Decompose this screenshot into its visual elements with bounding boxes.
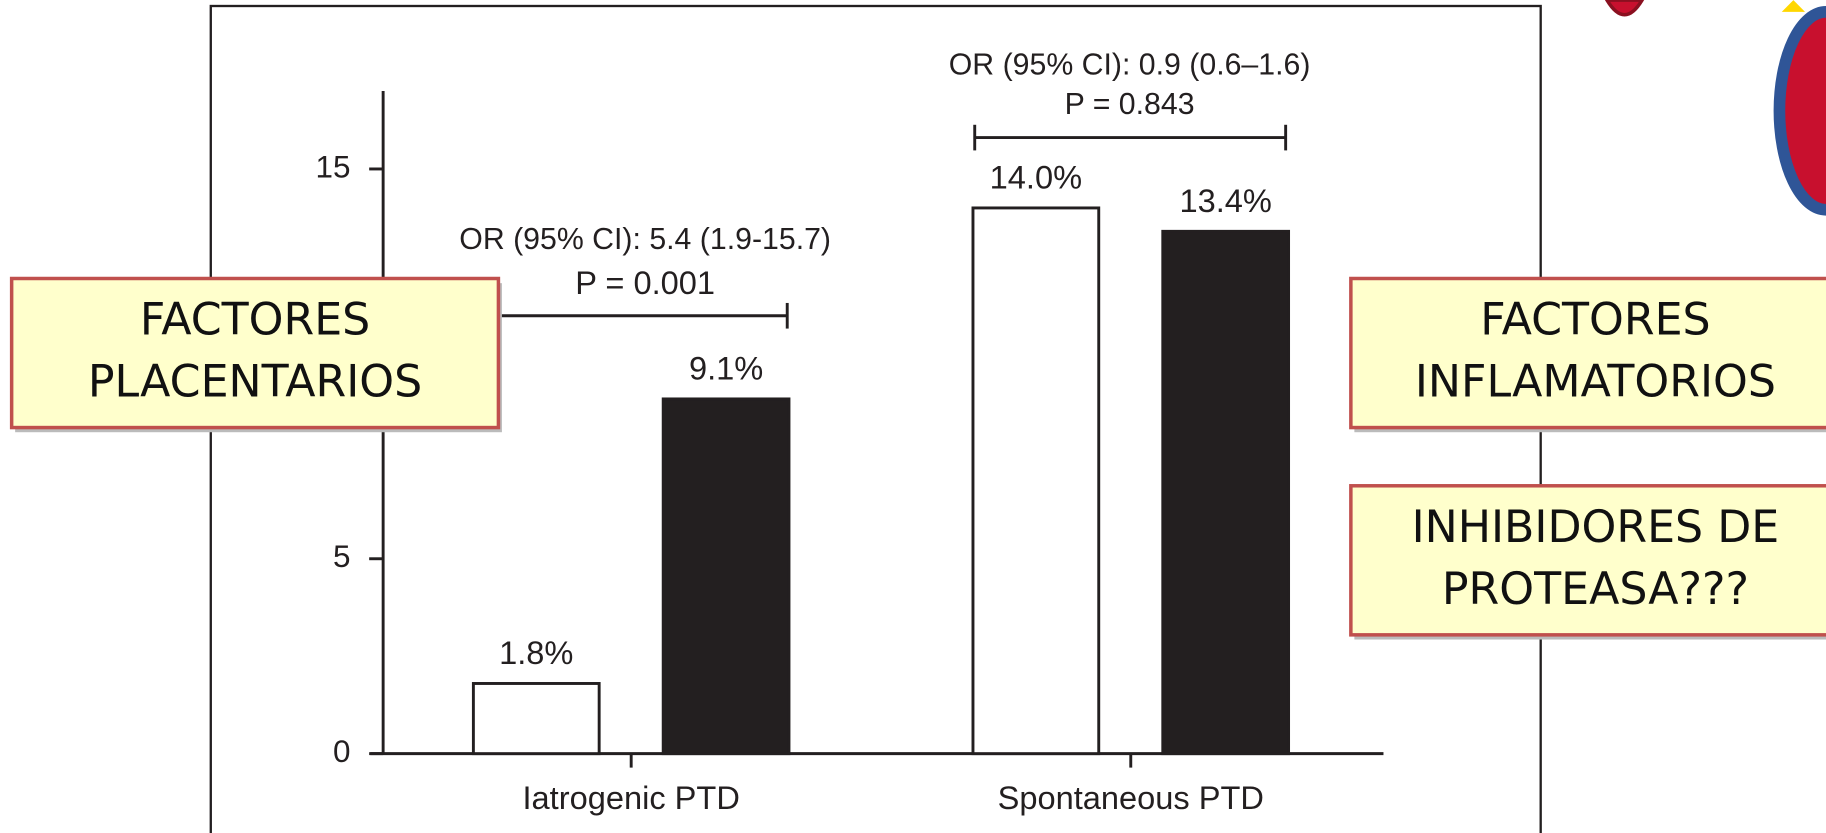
callout-text: INHIBIDORES DE — [1412, 502, 1780, 553]
decoration — [1782, 0, 1805, 12]
value-label: 1.8% — [499, 634, 573, 671]
bar — [663, 399, 789, 754]
slide: 051015Iatrogenic PTDSpontaneous PTD1.8%1… — [0, 0, 1826, 833]
bar — [473, 683, 599, 753]
callout-text: FACTORES — [1480, 295, 1710, 346]
callout-text: PLACENTARIOS — [88, 356, 422, 407]
bar — [1163, 231, 1289, 753]
value-label: 14.0% — [990, 159, 1082, 196]
page: 051015Iatrogenic PTDSpontaneous PTD1.8%1… — [0, 0, 1826, 833]
y-tick-label: 15 — [316, 149, 351, 184]
annotation: P = 0.001 — [575, 264, 715, 301]
callout-text: PROTEASA??? — [1442, 564, 1749, 615]
value-label: 13.4% — [1179, 182, 1271, 219]
annotation: OR (95% CI): 0.9 (0.6–1.6) — [949, 49, 1311, 82]
bar — [973, 208, 1099, 754]
decoration — [1607, 0, 1642, 15]
x-tick-label: Iatrogenic PTD — [522, 779, 739, 816]
y-tick-label: 0 — [333, 734, 350, 769]
annotation: P = 0.843 — [1065, 88, 1195, 121]
decoration — [1779, 12, 1826, 210]
y-tick-label: 5 — [333, 539, 350, 574]
callout-text: INFLAMATORIOS — [1415, 356, 1776, 407]
annotation: OR (95% CI): 5.4 (1.9-15.7) — [459, 223, 831, 256]
callout-text: FACTORES — [140, 295, 370, 346]
x-tick-label: Spontaneous PTD — [998, 779, 1264, 816]
value-label: 9.1% — [689, 350, 763, 387]
